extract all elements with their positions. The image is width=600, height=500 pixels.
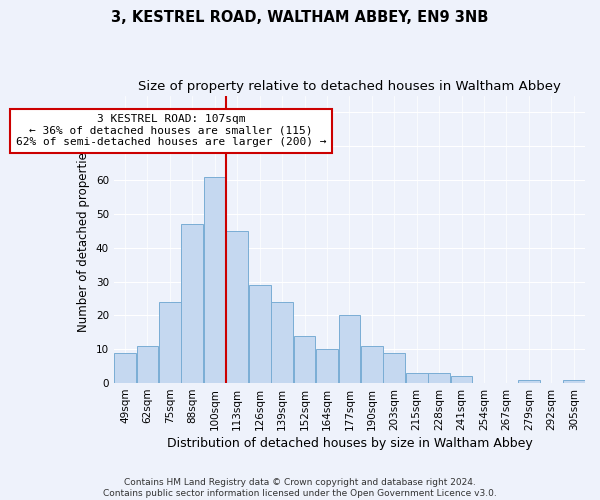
- Y-axis label: Number of detached properties: Number of detached properties: [77, 146, 90, 332]
- Bar: [204, 176, 226, 383]
- Bar: [293, 336, 316, 383]
- Bar: [451, 376, 472, 383]
- Bar: [428, 373, 450, 383]
- Bar: [383, 352, 405, 383]
- Bar: [271, 302, 293, 383]
- Title: Size of property relative to detached houses in Waltham Abbey: Size of property relative to detached ho…: [138, 80, 561, 93]
- Bar: [406, 373, 428, 383]
- Bar: [159, 302, 181, 383]
- Text: Contains HM Land Registry data © Crown copyright and database right 2024.
Contai: Contains HM Land Registry data © Crown c…: [103, 478, 497, 498]
- Text: 3 KESTREL ROAD: 107sqm
← 36% of detached houses are smaller (115)
62% of semi-de: 3 KESTREL ROAD: 107sqm ← 36% of detached…: [16, 114, 326, 148]
- Bar: [361, 346, 383, 383]
- Bar: [114, 352, 136, 383]
- X-axis label: Distribution of detached houses by size in Waltham Abbey: Distribution of detached houses by size …: [167, 437, 532, 450]
- Bar: [338, 316, 360, 383]
- Bar: [226, 231, 248, 383]
- Text: 3, KESTREL ROAD, WALTHAM ABBEY, EN9 3NB: 3, KESTREL ROAD, WALTHAM ABBEY, EN9 3NB: [112, 10, 488, 25]
- Bar: [249, 285, 271, 383]
- Bar: [316, 349, 338, 383]
- Bar: [181, 224, 203, 383]
- Bar: [518, 380, 540, 383]
- Bar: [563, 380, 584, 383]
- Bar: [137, 346, 158, 383]
